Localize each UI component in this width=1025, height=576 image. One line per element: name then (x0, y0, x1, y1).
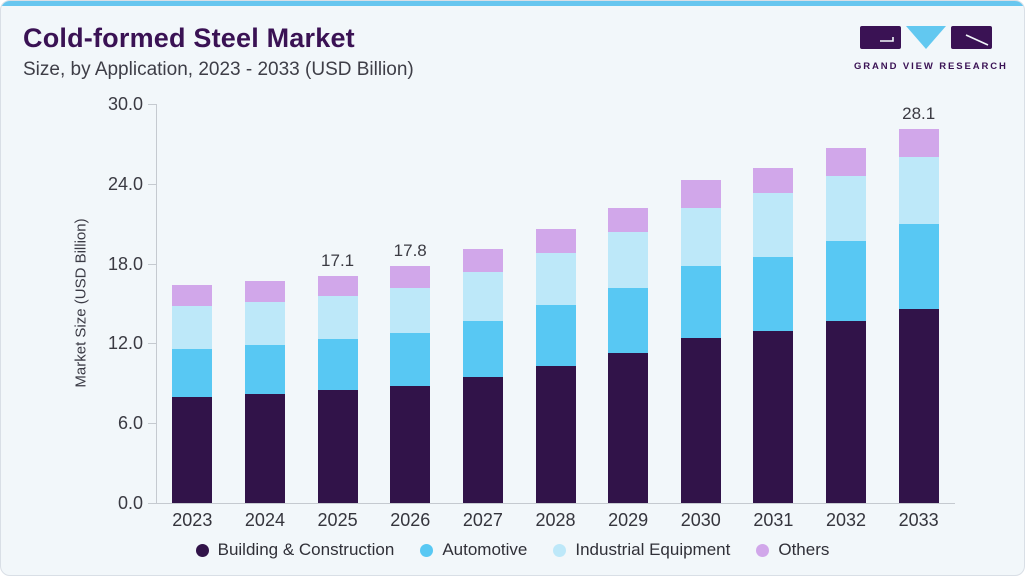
bar-segment-automotive (753, 256, 794, 332)
bar-segment-automotive (535, 304, 576, 366)
legend-item: Others (756, 540, 829, 560)
bar-segment-industrial-equipment (826, 175, 867, 241)
bar-segment-building-construction (753, 331, 794, 503)
bar-segment-building-construction (462, 376, 503, 503)
y-axis-title: Market Size (USD Billion) (72, 218, 90, 388)
bar-segment-others (244, 280, 285, 303)
x-tick-label: 2032 (826, 510, 867, 530)
bar-segment-automotive (317, 339, 358, 390)
y-tick-label: 24.0 (107, 173, 143, 194)
x-tick-label: 2023 (172, 510, 213, 530)
legend-label: Building & Construction (217, 540, 395, 559)
x-tick-label: 2025 (317, 510, 358, 530)
bar-segment-industrial-equipment (898, 157, 939, 224)
bar-segment-automotive (898, 223, 939, 309)
x-axis-line (156, 503, 955, 504)
y-axis-tick (148, 343, 156, 345)
bar-segment-building-construction (535, 366, 576, 503)
bar-segment-building-construction (244, 393, 285, 503)
x-tick-label: 2031 (753, 510, 794, 530)
x-tick-label: 2026 (390, 510, 431, 530)
bar-segment-building-construction (680, 338, 721, 503)
x-tick-label: 2029 (608, 510, 649, 530)
y-tick-label: 0.0 (117, 493, 143, 513)
bar-segment-others (898, 129, 939, 158)
bar-segment-automotive (826, 240, 867, 321)
y-tick-label: 12.0 (107, 333, 143, 354)
bar-segment-others (390, 266, 431, 288)
bar-segment-industrial-equipment (390, 287, 431, 333)
bar-segment-industrial-equipment (462, 271, 503, 321)
y-axis-tick (148, 183, 156, 185)
bar-segment-industrial-equipment (608, 231, 649, 288)
legend-dot-icon (756, 543, 770, 557)
y-axis-tick (148, 104, 156, 105)
x-tick-label: 2033 (898, 510, 939, 530)
y-tick-label: 6.0 (117, 413, 143, 434)
legend-dot-icon (420, 543, 434, 557)
bar-segment-industrial-equipment (317, 295, 358, 340)
bar-segment-industrial-equipment (244, 302, 285, 345)
bar-segment-building-construction (317, 389, 358, 503)
chart-header: Cold-formed Steel Market Size, by Applic… (23, 23, 414, 81)
bar-segment-building-construction (608, 352, 649, 503)
legend-label: Industrial Equipment (575, 540, 731, 559)
bar-segment-automotive (244, 344, 285, 394)
legend-item: Industrial Equipment (553, 540, 730, 560)
x-tick-label: 2028 (535, 510, 576, 530)
legend-label: Automotive (442, 540, 528, 559)
bar-segment-building-construction (898, 308, 939, 503)
bar-segment-others (608, 207, 649, 232)
bar-segment-industrial-equipment (680, 207, 721, 267)
bar-segment-others (680, 179, 721, 208)
bar-total-label: 28.1 (902, 104, 936, 124)
x-tick-label: 2027 (462, 510, 503, 530)
bar-segment-automotive (680, 266, 721, 339)
bar-segment-others (317, 275, 358, 296)
bar-segment-industrial-equipment (535, 252, 576, 305)
y-axis-tick (148, 423, 156, 425)
page-title: Cold-formed Steel Market (23, 23, 355, 53)
legend: Building & Construction Automotive Industr… (1, 537, 1024, 563)
legend-item: Automotive (420, 540, 527, 560)
x-tick-label: 2024 (244, 510, 285, 530)
bar-segment-building-construction (826, 320, 867, 503)
legend-dot-icon (553, 543, 567, 557)
bar-segment-others (535, 229, 576, 253)
bar-segment-automotive (172, 348, 213, 397)
top-accent-bar (1, 1, 1024, 6)
y-tick-label: 18.0 (107, 253, 143, 274)
legend-dot-icon (195, 543, 209, 557)
bar-segment-building-construction (172, 396, 213, 503)
bar-segment-others (753, 167, 794, 194)
bar-segment-automotive (608, 287, 649, 353)
bar-segment-others (172, 284, 213, 307)
y-tick-label: 30.0 (107, 94, 143, 114)
bar-segment-industrial-equipment (753, 193, 794, 257)
bar-segment-others (462, 248, 503, 272)
bar-segment-automotive (462, 320, 503, 377)
page-subtitle: Size, by Application, 2023 - 2033 (USD B… (23, 59, 414, 80)
y-axis-tick (148, 263, 156, 265)
y-axis-line (156, 104, 157, 503)
bar-segment-automotive (390, 332, 431, 386)
bar-segment-building-construction (390, 385, 431, 503)
bar-total-label: 17.8 (393, 241, 427, 261)
gvr-logo-text: GRAND VIEW RESEARCH (854, 61, 1008, 72)
y-axis-tick (148, 503, 156, 504)
x-tick-label: 2030 (680, 510, 721, 530)
legend-label: Others (778, 540, 830, 559)
gvr-logo: GRAND VIEW RESEARCH (854, 25, 1008, 72)
bar-total-label: 17.1 (321, 250, 355, 270)
bar-segment-industrial-equipment (172, 306, 213, 349)
gvr-logo-icon (860, 26, 992, 49)
bar-segment-others (826, 147, 867, 176)
legend-item: Building & Construction (195, 540, 395, 560)
